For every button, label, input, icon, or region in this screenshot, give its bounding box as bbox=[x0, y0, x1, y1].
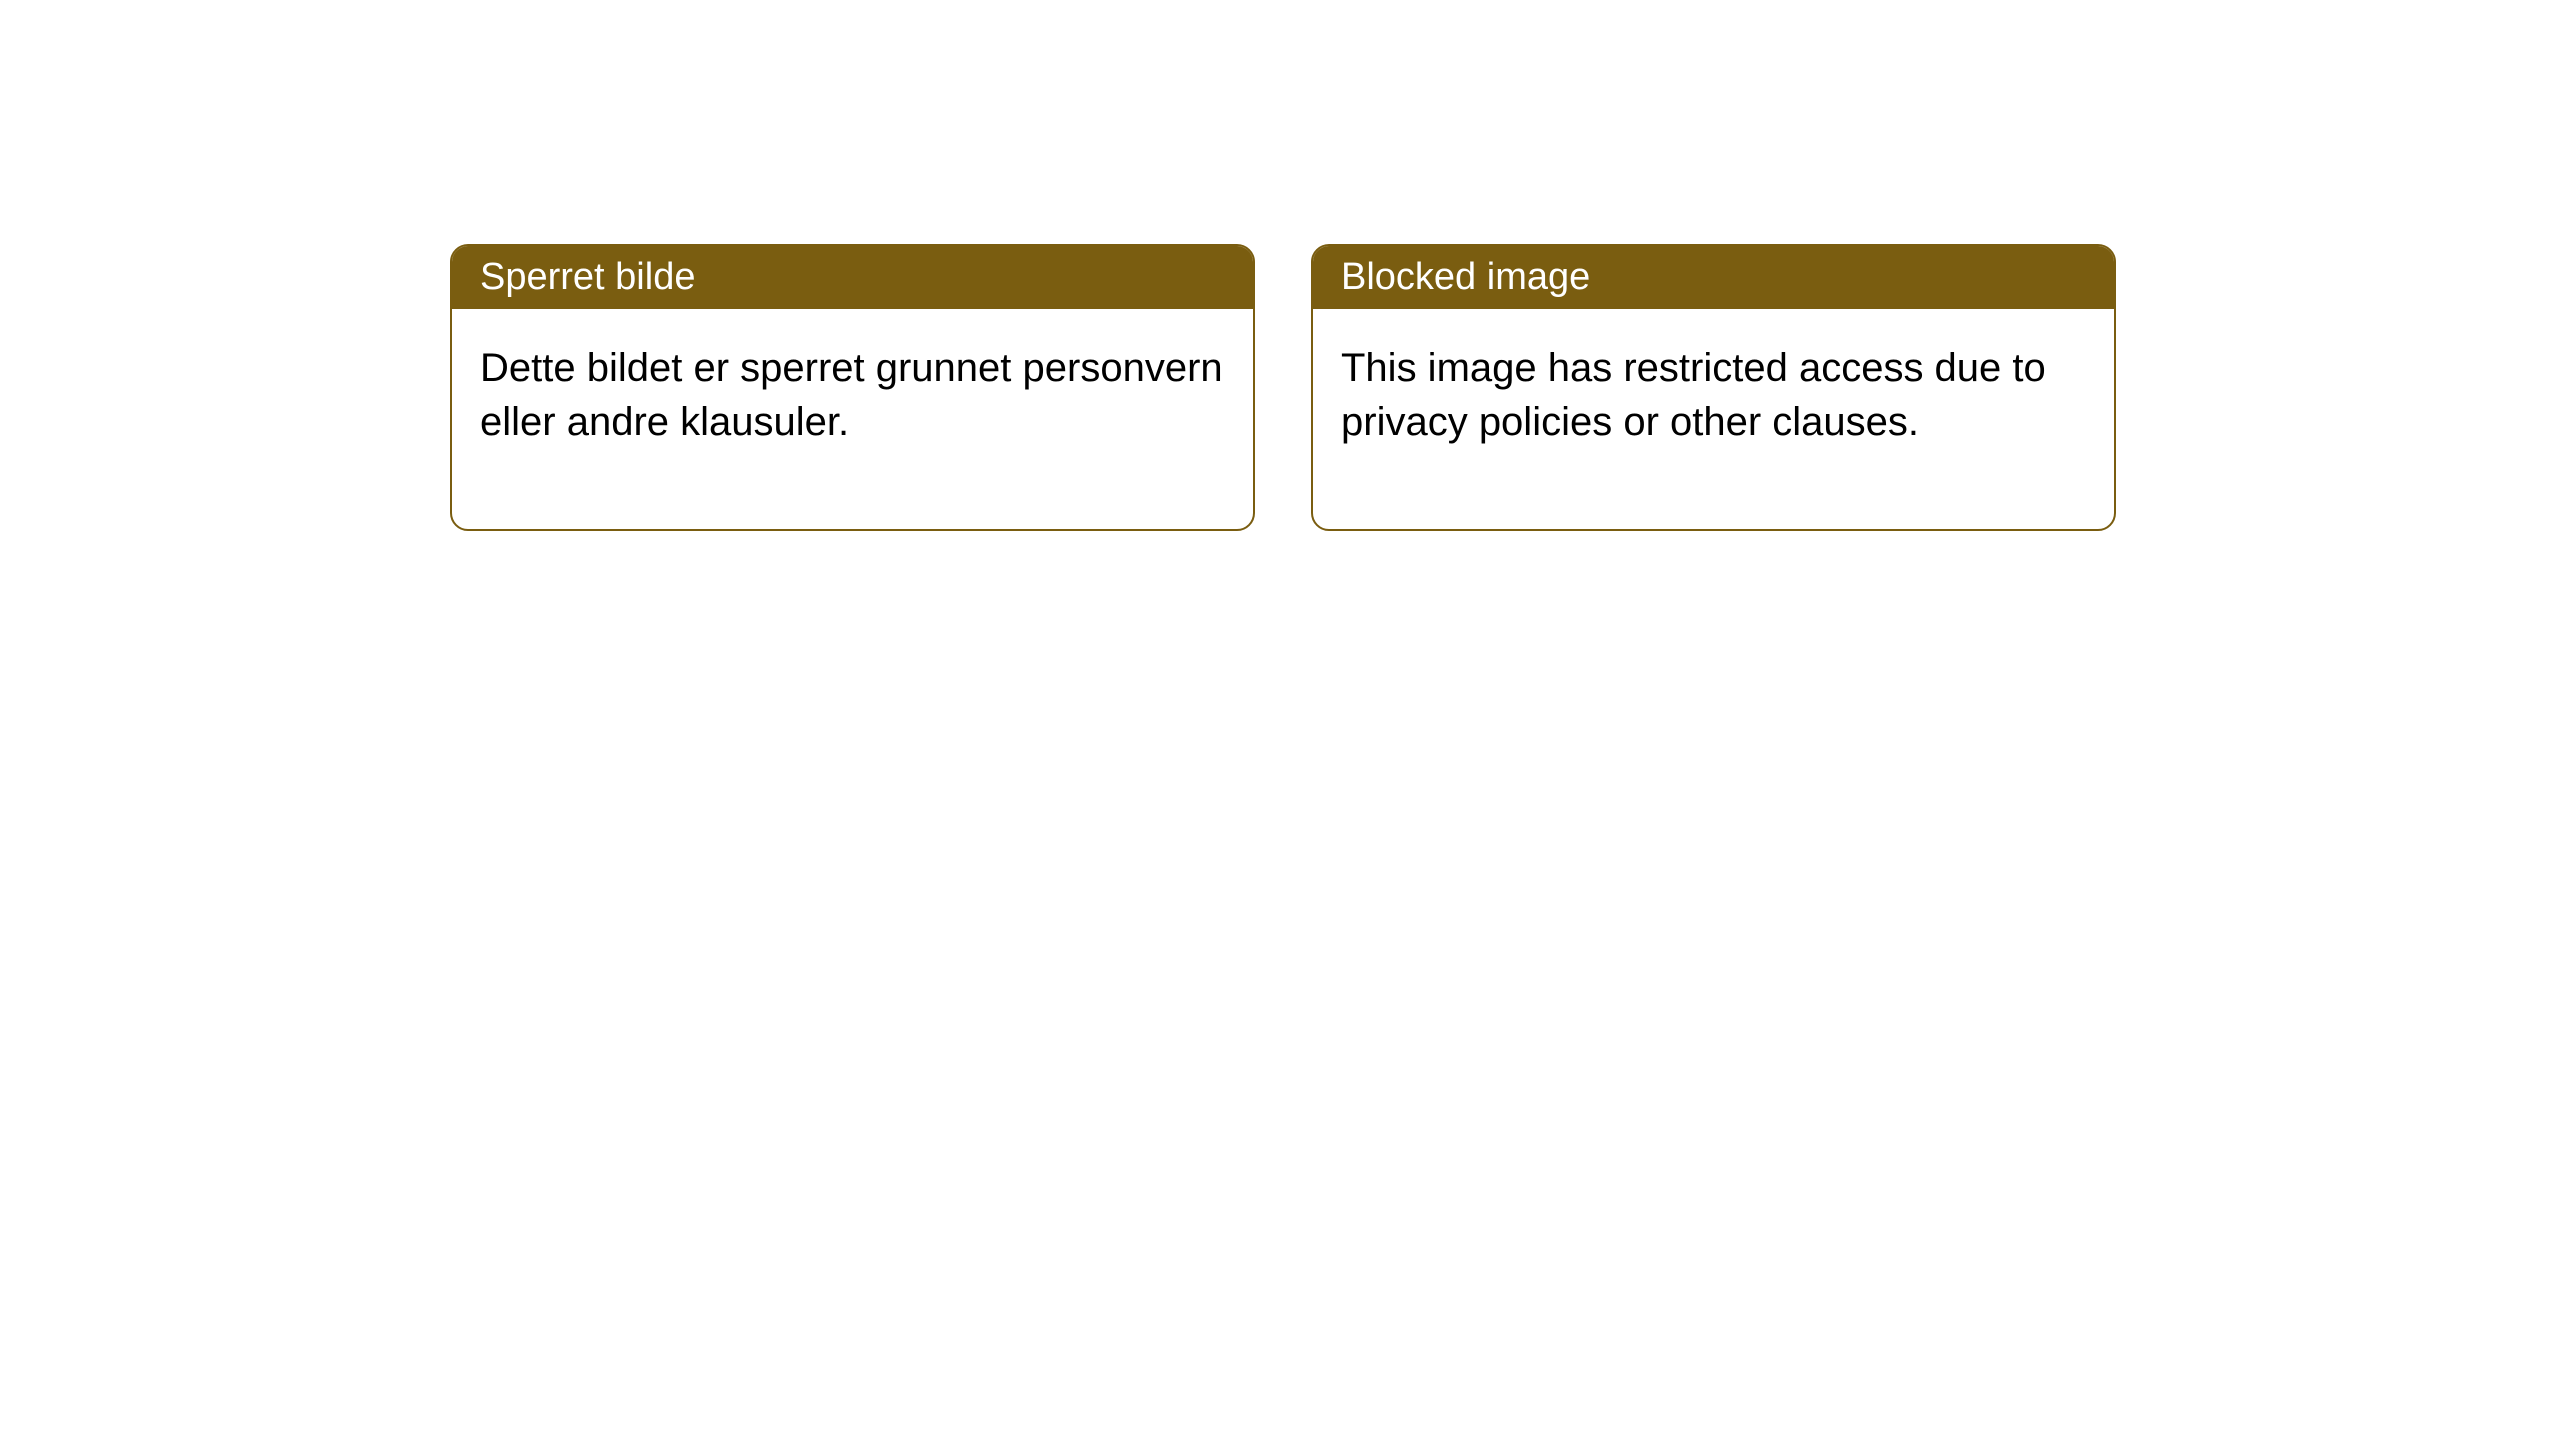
notice-card-english: Blocked image This image has restricted … bbox=[1311, 244, 2116, 531]
notice-body: This image has restricted access due to … bbox=[1313, 309, 2114, 529]
notice-body: Dette bildet er sperret grunnet personve… bbox=[452, 309, 1253, 529]
notice-header: Sperret bilde bbox=[452, 246, 1253, 309]
notice-header: Blocked image bbox=[1313, 246, 2114, 309]
notice-container: Sperret bilde Dette bildet er sperret gr… bbox=[450, 244, 2116, 531]
notice-card-norwegian: Sperret bilde Dette bildet er sperret gr… bbox=[450, 244, 1255, 531]
